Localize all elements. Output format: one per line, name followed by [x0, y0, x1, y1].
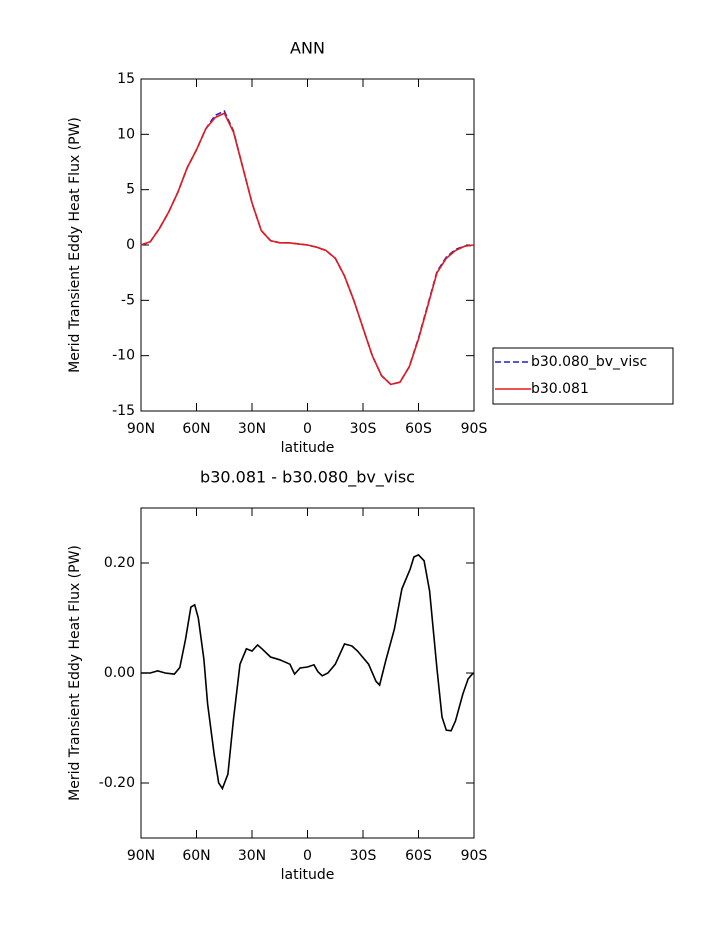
plot-frame [140, 507, 475, 839]
x-tick-label: 60S [405, 848, 432, 864]
y-tick-label: 0.00 [104, 665, 135, 681]
x-tick-label: 0 [303, 848, 312, 864]
data-line [141, 553, 475, 791]
x-tick-label: 30N [238, 421, 266, 437]
y-tick-label: -5 [121, 292, 135, 308]
y-axis-label: Merid Transient Eddy Heat Flux (PW) [67, 545, 83, 801]
data-line [140, 112, 475, 386]
y-tick-label: -10 [112, 348, 135, 364]
x-tick-label: 60N [182, 421, 210, 437]
x-tick-label: 30S [350, 848, 377, 864]
y-axis-label: Merid Transient Eddy Heat Flux (PW) [67, 117, 83, 373]
x-tick-label: 60N [182, 848, 210, 864]
chart-title: b30.081 - b30.080_bv_visc [200, 468, 415, 488]
x-tick-label: 0 [303, 421, 312, 437]
y-tick-label: -0.20 [99, 775, 135, 791]
y-tick-label: 15 [117, 71, 135, 87]
x-axis-label: latitude [281, 440, 335, 456]
x-tick-label: 90N [127, 848, 155, 864]
data-line [140, 110, 475, 386]
chart-title: ANN [290, 39, 325, 58]
y-tick-label: 5 [126, 182, 135, 198]
y-tick-label: -15 [112, 403, 135, 419]
x-tick-label: 90S [461, 848, 488, 864]
x-tick-label: 30N [238, 848, 266, 864]
x-tick-label: 90S [461, 421, 488, 437]
y-tick-label: 10 [117, 126, 135, 142]
legend-label: b30.081 [531, 381, 589, 397]
y-tick-label: 0.20 [104, 555, 135, 571]
y-tick-label: 0 [126, 237, 135, 253]
legend-label: b30.080_bv_visc [531, 354, 647, 370]
x-tick-label: 60S [405, 421, 432, 437]
legend-box [492, 347, 674, 405]
x-tick-label: 90N [127, 421, 155, 437]
x-tick-label: 30S [350, 421, 377, 437]
x-axis-label: latitude [281, 867, 335, 883]
